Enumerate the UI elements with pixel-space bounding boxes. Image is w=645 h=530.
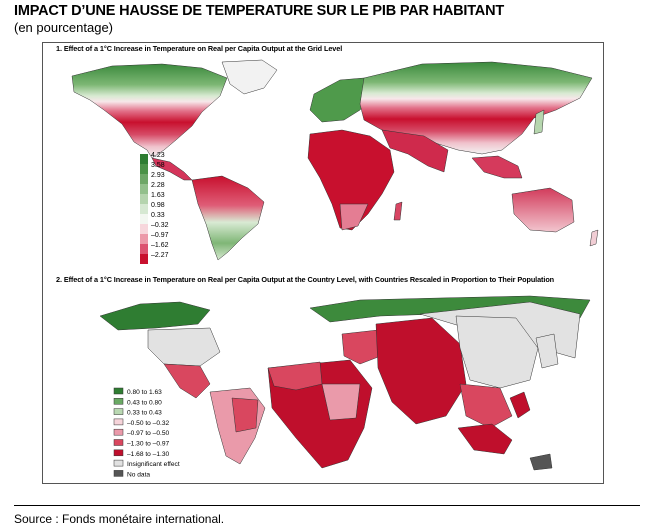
legend2-label: –1.68 to –1.30 <box>127 451 169 458</box>
china-region <box>455 315 539 389</box>
grid-legend: 4.23 3.58 2.93 2.28 1.63 0.98 0.33 –0.32 –0.97 –1… <box>140 152 169 264</box>
middle-east-region <box>341 329 387 365</box>
legend1-label: 1.63 <box>151 192 165 199</box>
source-note: Source : Fonds monétaire international. <box>14 512 225 526</box>
legend2-label: –0.50 to –0.32 <box>127 420 169 427</box>
southern-africa-region <box>339 203 369 231</box>
europe-cartogram <box>309 295 591 323</box>
legend1-label: 2.28 <box>151 182 165 189</box>
southeast-asia-region <box>471 155 523 179</box>
legend2-swatch <box>113 387 124 395</box>
legend2-swatch <box>113 428 124 436</box>
legend1-swatch <box>140 184 148 194</box>
legend2-label: –0.97 to –0.50 <box>127 430 169 437</box>
legend1-label: –0.32 <box>151 222 169 229</box>
cartogram-map <box>99 295 591 471</box>
india-region <box>375 317 467 425</box>
legend2-label: No data <box>127 471 150 478</box>
country-legend: 0.80 to 1.63 0.43 to 0.80 0.33 to 0.43 –0.5… <box>113 387 180 478</box>
grid-level-map <box>71 59 599 261</box>
new-zealand-region <box>589 229 599 247</box>
legend1-swatch <box>140 224 148 234</box>
madagascar-region <box>393 201 403 221</box>
east-africa-region <box>321 383 361 421</box>
legend2-swatch <box>113 418 124 426</box>
legend2-label: 0.80 to 1.63 <box>127 389 162 396</box>
north-africa-region <box>267 361 323 391</box>
legend1-label: –2.27 <box>151 252 169 259</box>
legend1-swatch <box>140 254 148 264</box>
legend1-swatch <box>140 194 148 204</box>
footer-rule <box>14 505 640 506</box>
australia-region <box>511 187 575 233</box>
legend2-swatch <box>113 439 124 446</box>
southeast-asia-cartogram <box>459 383 513 429</box>
legend1-label: 0.98 <box>151 202 165 209</box>
canada-region <box>99 301 211 331</box>
legend2-label: Insignificant effect <box>127 461 180 468</box>
greenland-region <box>221 59 278 95</box>
legend1-label: 2.93 <box>151 172 165 179</box>
panel1-title: 1. Effect of a 1°C Increase in Temperatu… <box>56 44 343 53</box>
legend1-label: –0.97 <box>151 232 169 239</box>
legend1-label: –1.62 <box>151 242 169 249</box>
legend1-swatch <box>140 174 148 184</box>
legend2-label: 0.33 to 0.43 <box>127 410 162 417</box>
asia-region <box>359 61 593 155</box>
legend1-swatch <box>140 204 148 214</box>
central-america-region <box>151 157 193 181</box>
africa-region <box>307 129 395 231</box>
legend2-swatch <box>113 449 124 457</box>
page-subtitle: (en pourcentage) <box>14 20 114 35</box>
legend1-label: 0.33 <box>151 212 165 219</box>
page-title: IMPACT D’UNE HAUSSE DE TEMPERATURE SUR L… <box>14 3 505 19</box>
indonesia-region <box>457 423 513 455</box>
legend1-swatch <box>140 244 148 254</box>
legend1-swatch <box>140 154 148 164</box>
legend2-swatch <box>113 459 124 467</box>
south-america-region <box>191 175 265 261</box>
legend1-swatch <box>140 164 148 174</box>
panel2-title: 2. Effect of a 1°C Increase in Temperatu… <box>56 275 555 284</box>
legend1-label: 4.23 <box>151 152 165 159</box>
legend2-label: –1.30 to –0.97 <box>127 441 169 448</box>
legend2-swatch <box>113 398 124 405</box>
legend1-swatch <box>140 214 148 224</box>
japan-region <box>533 109 545 135</box>
legend2-label: 0.43 to 0.80 <box>127 399 162 406</box>
legend2-swatch <box>113 470 124 477</box>
north-america-region <box>71 63 228 159</box>
legend2-swatch <box>113 408 124 415</box>
brazil-region <box>231 397 259 433</box>
legend1-label: 3.58 <box>151 162 165 169</box>
mexico-region <box>163 363 211 399</box>
south-asia-region <box>381 129 449 173</box>
legend1-swatch <box>140 234 148 244</box>
usa-region <box>147 327 221 367</box>
australia-cartogram <box>529 453 553 471</box>
japan-cartogram <box>535 333 559 369</box>
philippines-region <box>509 391 531 419</box>
europe-region <box>309 77 373 123</box>
